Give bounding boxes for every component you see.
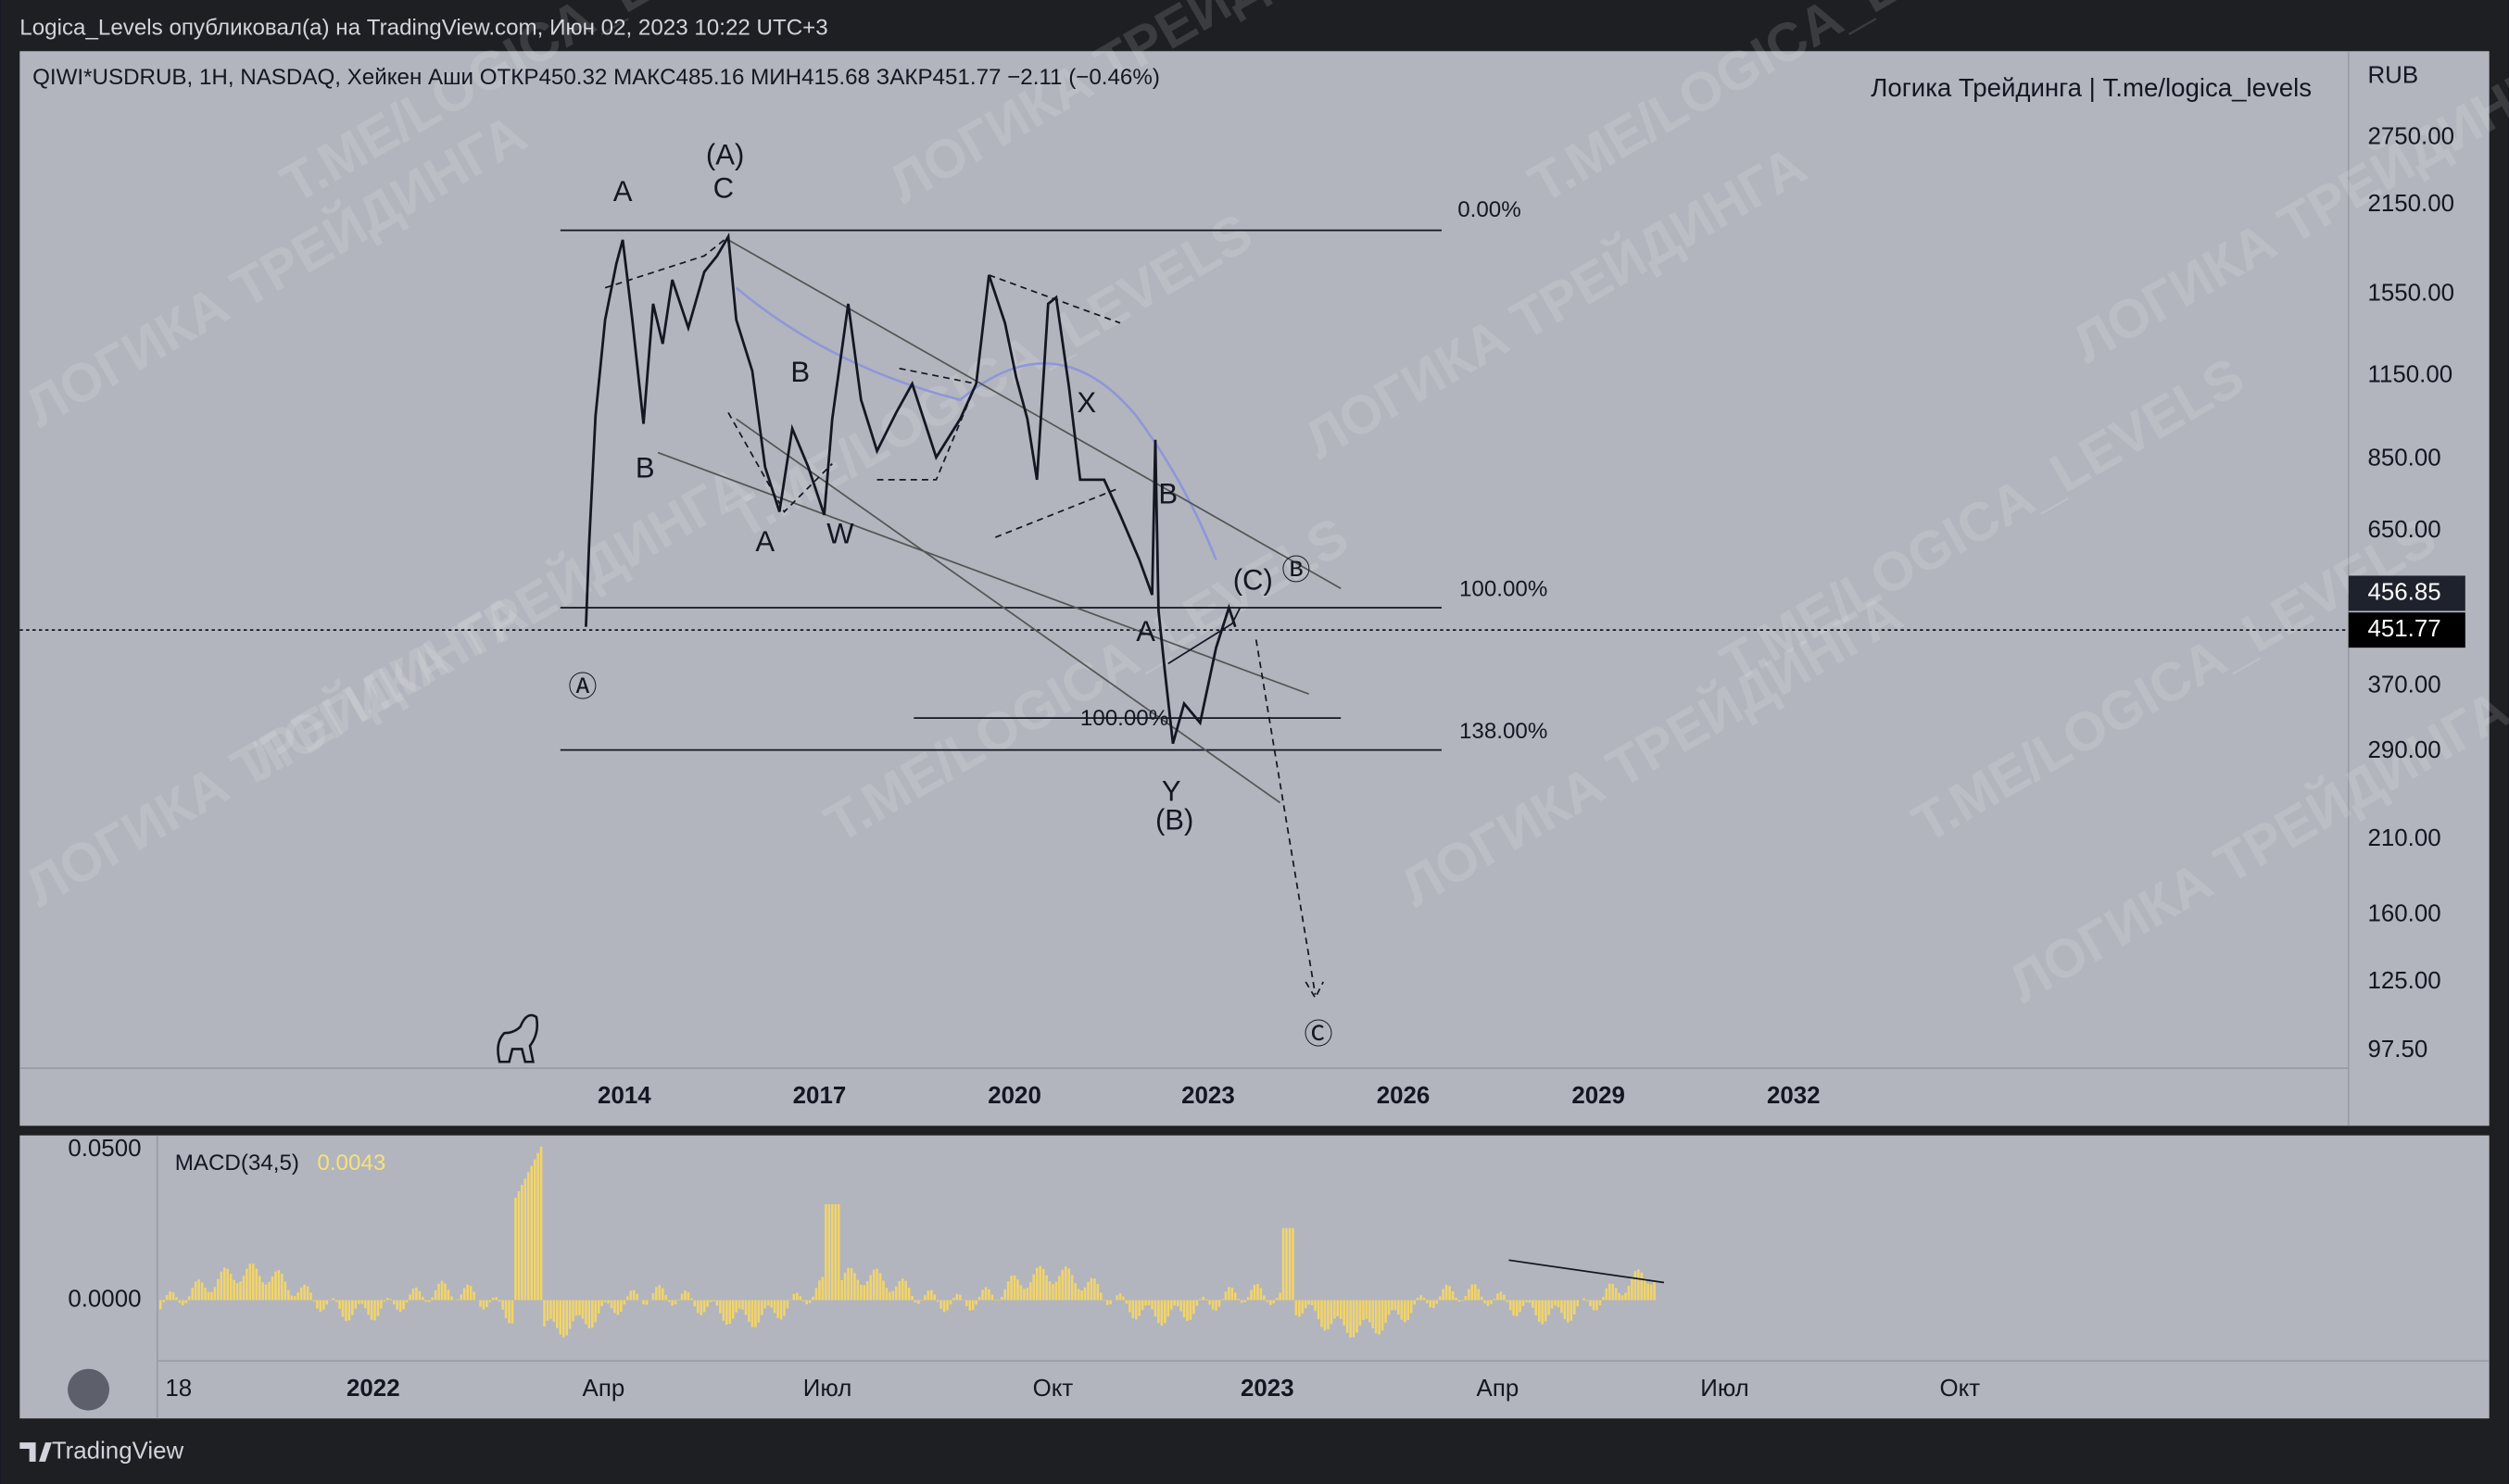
price-tick-label: 2150.00 xyxy=(2368,191,2455,217)
macd-time-label: Апр xyxy=(583,1376,625,1402)
macd-time-label: 2022 xyxy=(347,1376,400,1402)
wave-label: Ⓑ xyxy=(1281,554,1310,586)
price-tick-label: 125.00 xyxy=(2368,968,2441,994)
wave-label: C xyxy=(713,172,734,205)
price-tick-label: 850.00 xyxy=(2368,445,2441,471)
fib-label: 100.00% xyxy=(1459,576,1547,601)
macd-time-label: Июл xyxy=(803,1376,852,1402)
fib-label: 0.00% xyxy=(1457,197,1521,222)
time-tick-label: 2029 xyxy=(1571,1083,1625,1109)
macd-bg xyxy=(19,1135,2490,1419)
wave-label: A xyxy=(613,175,633,208)
price-tick-label: 1550.00 xyxy=(2368,280,2455,306)
macd-pane: MACD(34,5) 0.0043 xyxy=(19,1135,2490,1419)
macd-legend: MACD(34,5) xyxy=(175,1151,299,1176)
wave-label: B xyxy=(790,356,810,388)
price-badge xyxy=(2348,575,2465,611)
symbol-line: QIWI*USDRUB, 1H, NASDAQ, Хейкен Аши ОТКР… xyxy=(32,65,1160,90)
time-tick-label: 2020 xyxy=(988,1083,1041,1109)
wave-label: A xyxy=(755,525,775,558)
price-series xyxy=(585,233,1237,745)
wave-label: (B) xyxy=(1155,804,1193,836)
wave-label: (C) xyxy=(1233,564,1273,597)
divergence-line xyxy=(1508,1259,1665,1284)
time-tick-label: 2017 xyxy=(793,1083,847,1109)
time-tick-label: 2023 xyxy=(1181,1083,1235,1109)
price-tick-label: 160.00 xyxy=(2368,900,2441,926)
price-tick-label: 210.00 xyxy=(2368,825,2441,851)
time-tick-label: 2026 xyxy=(1377,1083,1431,1109)
current-price: 456.85 xyxy=(2368,579,2441,605)
price-tick-label: 97.50 xyxy=(2368,1037,2428,1063)
current-price: 451.77 xyxy=(2368,616,2441,642)
macd-time-label: 2023 xyxy=(1241,1376,1294,1402)
fib-label: 138.00% xyxy=(1459,719,1547,744)
wave-label: (A) xyxy=(706,138,744,170)
macd-value: 0.0043 xyxy=(317,1151,385,1176)
histogram-bars xyxy=(158,1146,1656,1339)
price-tick-label: 2750.00 xyxy=(2368,123,2455,149)
price-tick-label: 370.00 xyxy=(2368,672,2441,698)
wave-label: B xyxy=(636,452,655,484)
wave-label: X xyxy=(1077,386,1096,419)
macd-time-label: Окт xyxy=(1939,1376,1980,1402)
macd-time-label: 18 xyxy=(165,1376,192,1402)
settings-button[interactable] xyxy=(68,1368,109,1411)
wave-lines xyxy=(604,235,1325,1000)
dino-icon xyxy=(497,1013,539,1063)
price-tick-label: 290.00 xyxy=(2368,737,2441,763)
wave-label: A xyxy=(1136,615,1155,648)
macd-time-label: Апр xyxy=(1477,1376,1519,1402)
signature: Логика Трейдинга | T.me/logica_levels xyxy=(1871,73,2312,102)
wave-label: W xyxy=(826,518,854,550)
wave-line xyxy=(1167,607,1242,665)
currency: RUB xyxy=(2368,63,2419,89)
publisher: Logica_Levels опубликовал(а) на TradingV… xyxy=(19,15,827,40)
macd-tick-label: 0.0500 xyxy=(68,1136,141,1162)
time-tick-label: 2032 xyxy=(1767,1083,1821,1109)
wave-label: Ⓒ xyxy=(1305,1018,1333,1050)
footer-brand: TradingView xyxy=(52,1438,184,1464)
wave-label: Y xyxy=(1162,774,1181,807)
labels: 2750.00 2150.00 1550.00 1150.00 850.00 650.00… xyxy=(68,123,2454,1402)
moving-average xyxy=(735,286,1217,560)
wave-label: B xyxy=(1158,477,1178,509)
time-tick-label: 2014 xyxy=(598,1083,651,1109)
macd-time-label: Окт xyxy=(1033,1376,1074,1402)
price-badge xyxy=(2348,612,2465,648)
macd-time-label: Июл xyxy=(1700,1376,1749,1402)
wave-label: Ⓐ xyxy=(568,671,597,703)
macd-histogram xyxy=(158,1146,1656,1339)
fib-label: 100.00% xyxy=(1080,706,1168,731)
macd-tick-label: 0.0000 xyxy=(68,1286,141,1312)
price-tick-label: 1150.00 xyxy=(2368,362,2453,388)
price-tick-label: 650.00 xyxy=(2368,517,2441,543)
